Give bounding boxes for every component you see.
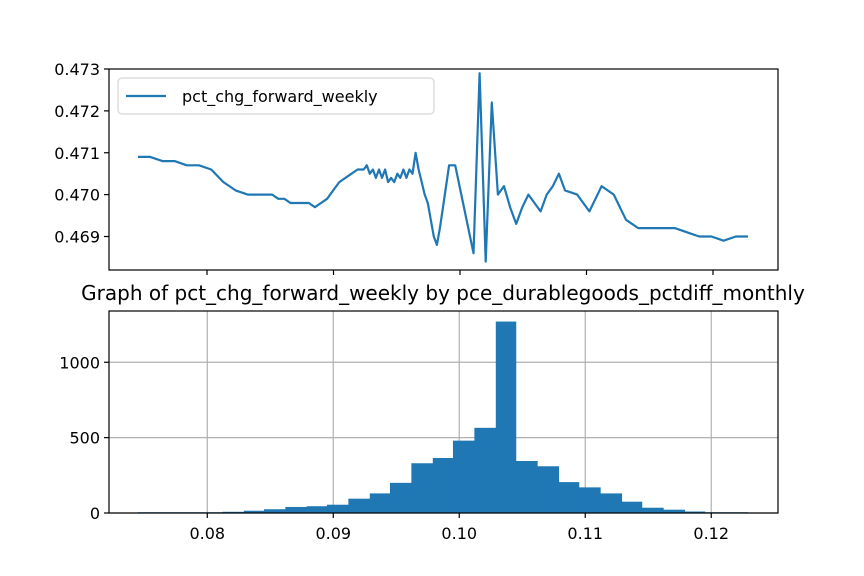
histogram-bar (663, 509, 686, 513)
line-chart-y-ticks: 0.469 0.470 0.471 0.472 0.473 (54, 60, 109, 247)
histogram-bar (515, 460, 538, 513)
histogram-bar (621, 501, 643, 513)
histogram-bar (432, 457, 454, 513)
legend-label: pct_chg_forward_weekly (182, 87, 378, 107)
histogram-x-ticks: 0.08 0.09 0.10 0.11 0.12 (189, 513, 729, 543)
histogram-title: Graph of pct_chg_forward_weekly by pce_d… (81, 281, 805, 305)
histogram-bar (222, 511, 245, 513)
histogram-y-ticks: 0 500 1000 (59, 353, 109, 523)
line-chart-axes: 0.469 0.470 0.471 0.472 0.473 pct_chg_forwar… (54, 60, 779, 275)
histogram-bar (285, 506, 308, 513)
histogram-bar (558, 482, 580, 513)
histogram-bar (537, 466, 560, 513)
histogram-bar (306, 506, 328, 513)
histogram-bar (600, 493, 623, 513)
line-chart-y-tick-label: 0.469 (54, 228, 100, 247)
line-chart-y-tick-label: 0.472 (54, 102, 100, 121)
histogram-frame (108, 310, 779, 514)
histogram-x-tick-label: 0.12 (693, 524, 729, 543)
histogram-bar (389, 482, 412, 513)
histogram-bar (411, 463, 434, 513)
histogram-y-tick-label: 0 (90, 504, 100, 523)
histogram-bar (348, 498, 371, 513)
histogram-bar (684, 511, 706, 513)
legend: pct_chg_forward_weekly (117, 77, 435, 115)
histogram-bars (137, 321, 749, 513)
histogram-bar (243, 510, 265, 513)
histogram-bar (474, 427, 497, 513)
histogram-bar (452, 440, 475, 513)
histogram-bar (263, 509, 286, 513)
histogram-bar (578, 487, 601, 513)
histogram-axes: 0 500 1000 0.08 0.09 0.10 0.11 0.12 (59, 310, 779, 543)
histogram-x-tick-label: 0.09 (315, 524, 351, 543)
histogram-y-tick-label: 1000 (59, 353, 100, 372)
histogram-bar (326, 504, 349, 513)
histogram-y-tick-label: 500 (69, 429, 100, 448)
series-line-pct-chg-forward-weekly (138, 72, 748, 263)
histogram-x-tick-label: 0.11 (567, 524, 603, 543)
histogram-x-tick-label: 0.08 (189, 524, 225, 543)
line-chart-y-tick-label: 0.471 (54, 144, 100, 163)
histogram-bar (369, 493, 391, 513)
line-chart-x-ticks (206, 270, 714, 275)
histogram-x-tick-label: 0.10 (441, 524, 477, 543)
line-chart-y-tick-label: 0.473 (54, 60, 100, 79)
histogram-bar (495, 321, 517, 513)
histogram-bar (641, 507, 664, 513)
legend-box (117, 77, 435, 115)
line-chart-y-tick-label: 0.470 (54, 186, 100, 205)
